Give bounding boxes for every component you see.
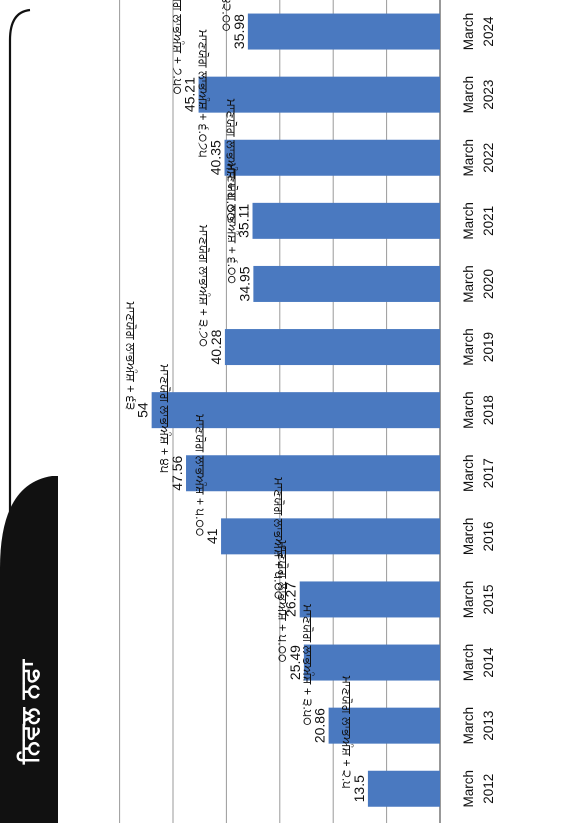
title-tab-background xyxy=(0,476,58,823)
data-label: 35.11 xyxy=(236,204,252,238)
category-tick-label: March 2018 xyxy=(461,391,496,429)
bar-annotation: ਮਾਣਯੋਗ ਲਾਭਅੰਸ਼ + ੪੨.੦੦ xyxy=(220,0,235,32)
chart-frame-border xyxy=(8,8,31,823)
data-label: 40.35 xyxy=(208,140,224,175)
data-label: 41 xyxy=(204,528,220,544)
category-tick-label: March 2024 xyxy=(461,13,496,51)
bar xyxy=(224,139,440,176)
bar xyxy=(198,76,440,113)
bar xyxy=(303,644,440,681)
bar xyxy=(328,707,440,744)
bar-annotation: ਮਾਣਯੋਗ ਲਾਭਅੰਸ਼ + ੫.੦੦ xyxy=(271,477,286,601)
bar xyxy=(367,770,440,807)
category-tick-label: March 2016 xyxy=(461,518,496,556)
bar xyxy=(151,392,440,429)
category-tick-label: March 2012 xyxy=(461,770,496,808)
bar-annotation: ਮਾਣਯੋਗ ਲਾਭਅੰਸ਼ + ੨.੫ xyxy=(340,675,355,789)
bar-annotation: ਮਾਣਯੋਗ ਲਾਭਅੰਸ਼ + ੩.੭੦ xyxy=(197,224,212,348)
category-tick-label: March 2015 xyxy=(461,581,496,619)
data-label: 25.49 xyxy=(287,645,303,680)
bar xyxy=(221,518,440,555)
bar-annotation: ਮਾਣਯੋਗ ਲਾਭਅੰਸ਼ + ੭.੫੦ xyxy=(170,0,185,95)
data-label: 45.21 xyxy=(182,77,198,112)
data-label: 35.98 xyxy=(231,14,247,49)
category-tick-label: March 2019 xyxy=(461,328,496,366)
bar-annotation: ਮਾਣਯੋਗ ਲਾਭਅੰਸ਼ + ੬.੦੦ xyxy=(225,162,240,285)
bar xyxy=(299,581,440,618)
data-label: 47.56 xyxy=(169,456,185,491)
category-tick-label: March 2017 xyxy=(461,454,496,492)
data-label: 54 xyxy=(135,402,151,418)
category-tick-label: March 2021 xyxy=(461,202,496,240)
data-label: 26.27 xyxy=(283,582,299,617)
data-label: 34.95 xyxy=(236,266,252,301)
data-label: 13.5 xyxy=(351,775,367,802)
bar-annotation: ਮਾਣਯੋਗ ਲਾਭਅੰਸ਼ + ੬੩ xyxy=(123,301,138,411)
bar xyxy=(252,202,440,239)
bar-annotation: ਮਾਣਯੋਗ ਲਾਭਅੰਸ਼ + ੩.੫੦ xyxy=(300,603,315,726)
bar xyxy=(247,13,440,50)
bar-annotation: ਮਾਣਯੋਗ ਲਾਭਅੰਸ਼ + ੫.੦੦ xyxy=(276,540,291,664)
chart-title: ਨਿਵਲ ਨਫਾ xyxy=(15,658,44,765)
category-tick-label: March 2023 xyxy=(461,76,496,114)
bar-annotation: ਮਾਣਯੋਗ ਲਾਭਅੰਸ਼ + ੬.੦੭੫ xyxy=(196,29,211,158)
data-label: 20.86 xyxy=(312,708,328,743)
bar xyxy=(186,455,440,492)
data-label: 40.28 xyxy=(208,329,224,364)
category-tick-label: March 2022 xyxy=(461,139,496,177)
category-tick-label: March 2014 xyxy=(461,644,496,682)
category-tick-label: March 2013 xyxy=(461,707,496,745)
category-tick-label: March 2020 xyxy=(461,265,496,303)
bar-annotation: ਮਾਣਯੋਗ ਲਾਭਅੰਸ਼ + ੫.੦੦ xyxy=(224,98,239,222)
bar-annotation: ਮਾਣਯੋਗ ਲਾਭਅੰਸ਼ + ੫.੦੦ xyxy=(193,413,208,537)
bar-annotation: ਮਾਣਯੋਗ ਲਾਭਅੰਸ਼ + ੪੫ xyxy=(158,363,173,473)
bar xyxy=(253,265,440,302)
bar xyxy=(224,329,440,366)
